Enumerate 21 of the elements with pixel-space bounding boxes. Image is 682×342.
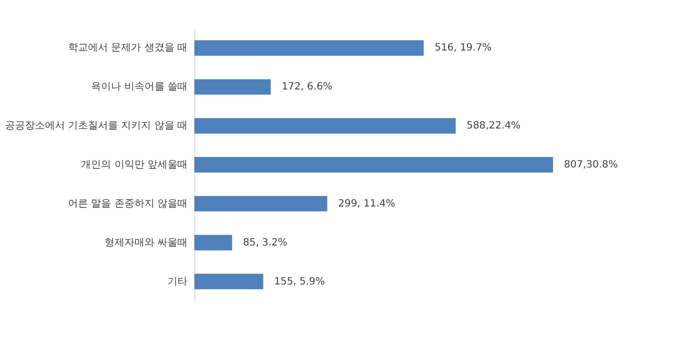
- data-label: 588,22.4%: [466, 120, 520, 132]
- y-tick-label: 기타: [168, 276, 188, 288]
- bar: [194, 196, 328, 212]
- y-tick-label: 공공장소에서 기초질서를 지키지 않을 때: [4, 120, 188, 132]
- bar: [194, 79, 271, 95]
- bar: [194, 118, 456, 134]
- data-label: 172, 6.6%: [282, 82, 332, 93]
- y-tick-label: 어른 말을 존중하지 않을때: [68, 198, 188, 210]
- y-tick-label: 욕이나 비속어를 쓸때: [91, 82, 188, 93]
- data-label: 155, 5.9%: [274, 276, 325, 288]
- data-label: 807,30.8%: [564, 159, 618, 170]
- bar: [194, 234, 232, 250]
- data-label: 299, 11.4%: [338, 198, 396, 210]
- bar: [194, 40, 424, 56]
- y-tick-label: 개인의 이익만 앞세울때: [81, 159, 188, 170]
- data-label: 516, 19.7%: [434, 42, 492, 54]
- bar: [194, 157, 554, 172]
- data-label: 85, 3.2%: [243, 237, 288, 248]
- y-tick-label: 형제자매와 싸울때: [104, 237, 188, 248]
- bar: [194, 274, 264, 290]
- y-tick-label: 학교에서 문제가 생겼을 때: [68, 42, 188, 54]
